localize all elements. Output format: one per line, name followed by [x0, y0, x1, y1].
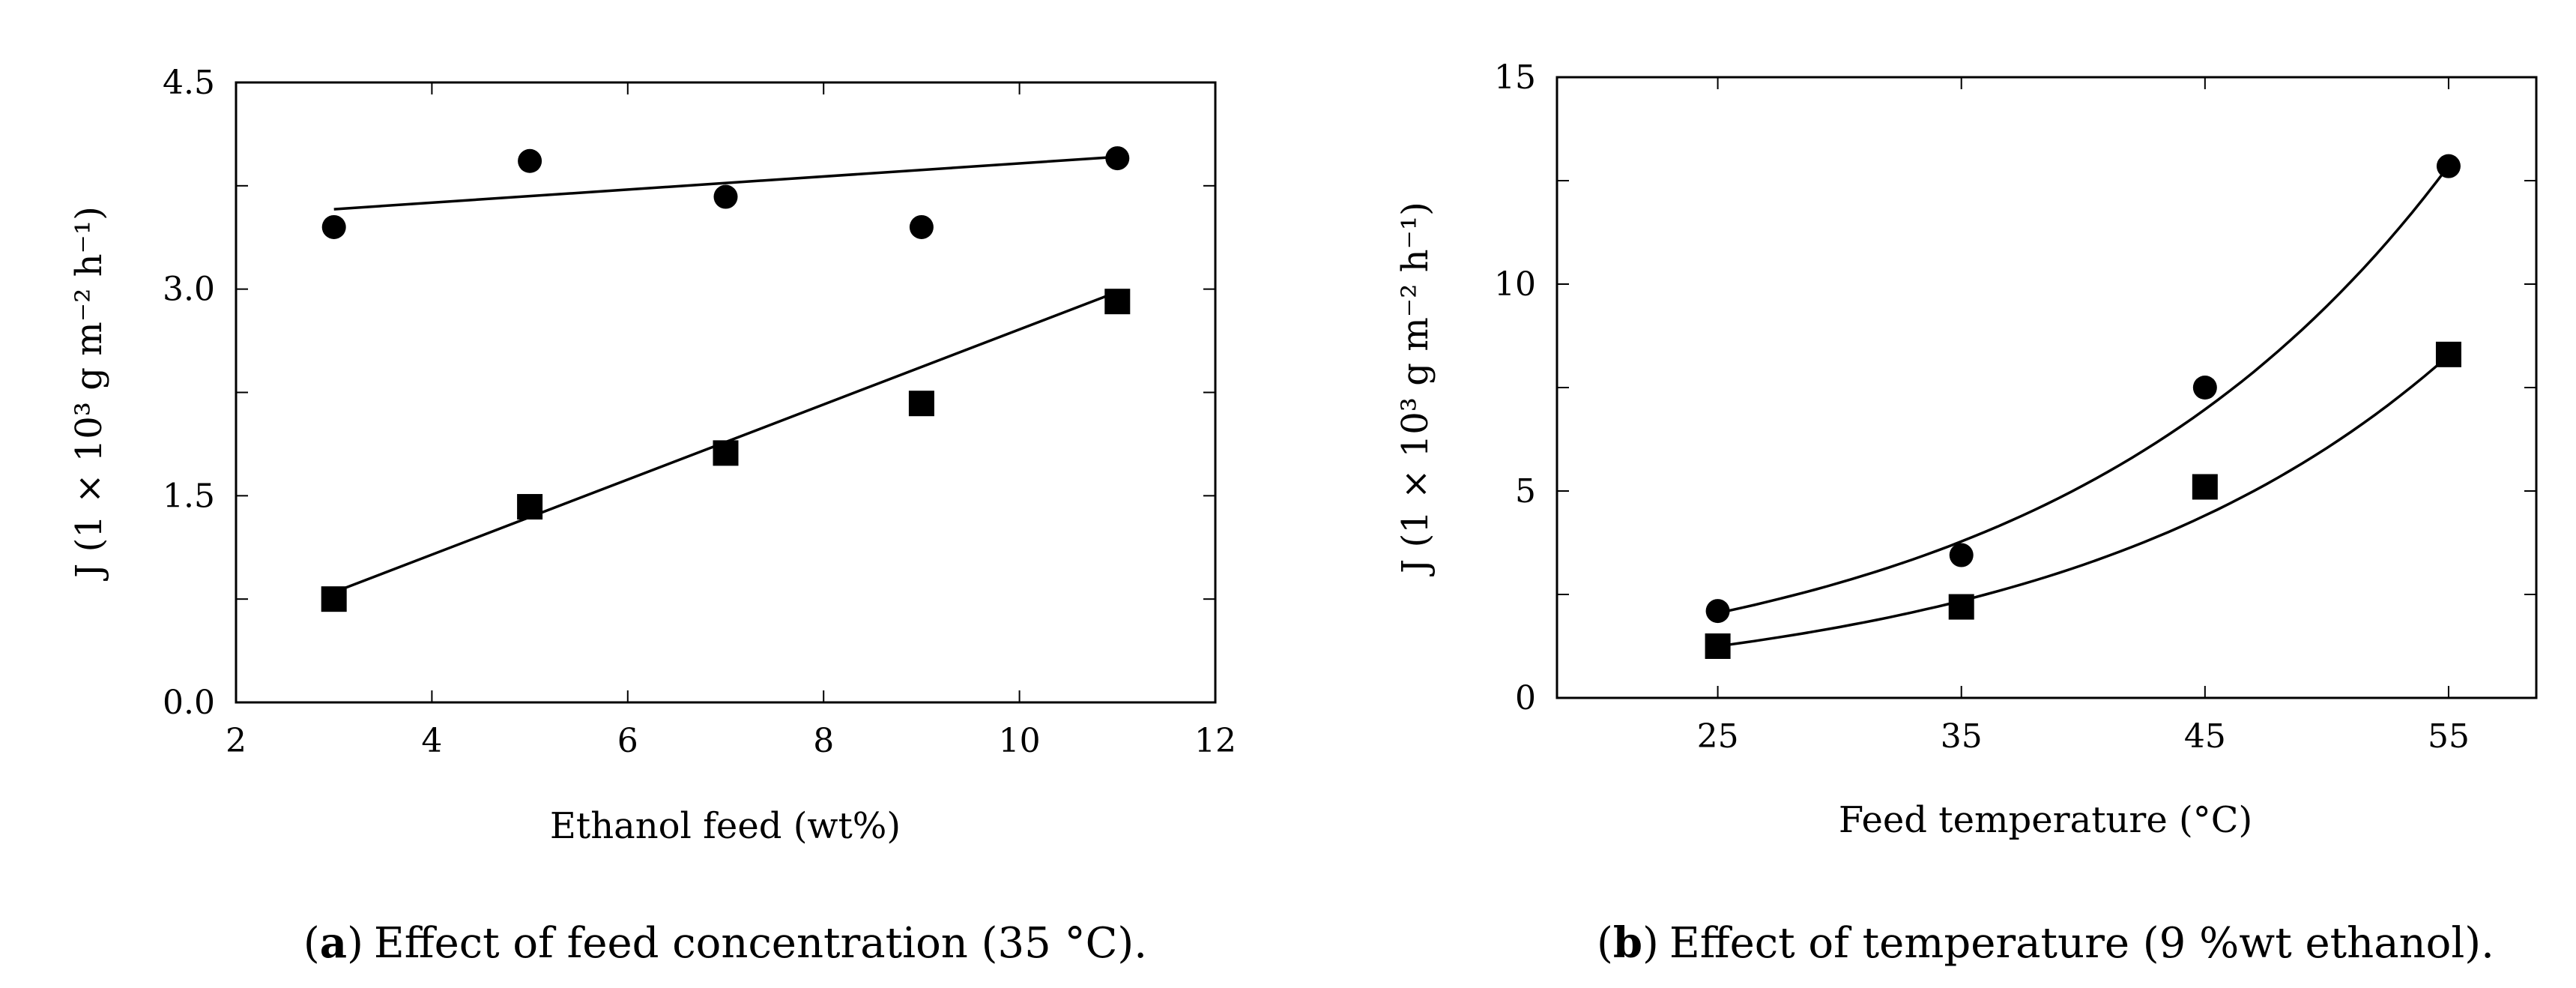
panel-a-xlabel: Ethanol feed (wt%)	[550, 805, 901, 847]
xtick-label: 8	[813, 722, 834, 760]
panel-b-ytick-labels: 0 5 10 15	[1494, 58, 1536, 717]
panel-a-caption-close: )	[347, 919, 363, 968]
data-point-square	[321, 586, 347, 612]
panel-a-frame	[235, 81, 1217, 704]
xtick-label: 25	[1697, 717, 1739, 756]
data-point-square	[2192, 474, 2218, 500]
panel-a-ylabel: J (1 × 10³ g m⁻² h⁻¹)	[68, 206, 110, 582]
xtick-label: 35	[1941, 717, 1983, 756]
panel-a-gridmarks	[235, 82, 1216, 703]
panel-a-xtick-labels: 2 4 6 8 10 12	[226, 722, 1236, 760]
panel-b-xlabel: Feed temperature (°C)	[1839, 799, 2252, 841]
data-point-circle	[518, 148, 542, 173]
panel-a-caption-text: Effect of feed concentration (35 °C).	[374, 919, 1147, 968]
panel-b-caption-letter: b	[1613, 918, 1642, 968]
data-point-square	[1104, 289, 1131, 315]
xtick-label: 12	[1194, 722, 1236, 760]
ytick-label: 4.5	[163, 64, 215, 102]
xtick-label: 45	[2184, 717, 2226, 756]
xtick-label: 10	[999, 722, 1041, 760]
panel-b-caption: (b) Effect of temperature (9 %wt ethanol)…	[1597, 918, 2494, 968]
panel-b-gridmarks	[1557, 76, 2536, 699]
data-point-circle	[909, 214, 934, 239]
data-point-circle	[1705, 599, 1730, 624]
data-point-circle	[321, 214, 346, 239]
panel-a-caption-open: (	[303, 919, 320, 968]
ytick-label: 0.0	[163, 684, 215, 722]
ytick-label: 3.0	[163, 271, 215, 309]
data-point-circle	[713, 184, 738, 209]
ytick-label: 0	[1515, 679, 1536, 717]
xtick-label: 4	[421, 722, 442, 760]
panel-a-markers	[321, 146, 1131, 612]
data-point-square	[2435, 341, 2461, 367]
data-point-square	[517, 494, 543, 520]
panel-b-fits	[1717, 165, 2450, 648]
data-point-circle	[1105, 146, 1130, 171]
panel-b-caption-open: (	[1597, 919, 1613, 968]
data-point-square	[1705, 633, 1731, 659]
ytick-label: 15	[1494, 58, 1536, 97]
panel-b: 25 35 45 55 0 5 10 15 Feed temperature (°C) J …	[1394, 58, 2538, 968]
data-point-circle	[1949, 543, 1974, 567]
ytick-label: 10	[1494, 265, 1536, 304]
ytick-label: 1.5	[163, 477, 215, 515]
panel-b-caption-text: Effect of temperature (9 %wt ethanol).	[1669, 919, 2494, 968]
xtick-label: 55	[2428, 717, 2470, 756]
fit-line-circles	[333, 155, 1118, 211]
data-point-square	[1948, 594, 1974, 620]
xtick-label: 6	[617, 722, 638, 760]
data-point-circle	[2436, 154, 2461, 178]
panel-b-xtick-labels: 25 35 45 55	[1697, 717, 2470, 756]
fit-curve-circles	[1717, 165, 2450, 615]
panel-b-ylabel: J (1 × 10³ g m⁻² h⁻¹)	[1394, 202, 1436, 577]
panel-a-caption-letter: a	[320, 918, 347, 968]
ytick-label: 5	[1515, 472, 1536, 510]
panel-a-fits	[333, 155, 1118, 594]
data-point-square	[713, 440, 739, 466]
xtick-label: 2	[226, 722, 247, 760]
panel-a-ytick-labels: 0.0 1.5 3.0 4.5	[163, 64, 215, 722]
panel-b-markers	[1705, 154, 2461, 659]
panel-b-frame	[1555, 76, 2538, 699]
data-point-circle	[2192, 376, 2217, 400]
panel-b-caption-close: )	[1642, 919, 1659, 968]
fit-curve-squares	[1717, 354, 2450, 648]
panel-a: 2 4 6 8 10 12 0.0 1.5 3.0 4.5 Ethanol feed (wt%)…	[68, 64, 1236, 968]
data-point-square	[908, 391, 934, 417]
panel-a-caption: (a) Effect of feed concentration (35 °C).	[303, 918, 1147, 968]
